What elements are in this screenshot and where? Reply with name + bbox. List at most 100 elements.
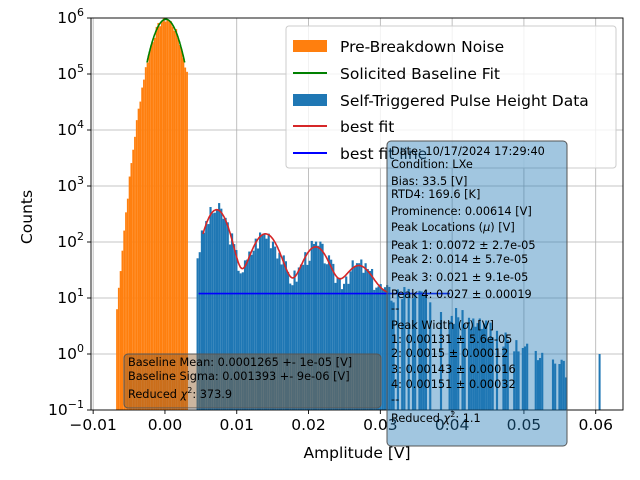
pulse-bar <box>200 230 203 410</box>
pulse-bar <box>452 323 455 410</box>
peak-locations-mu: μ <box>482 221 490 234</box>
pulse-bar <box>222 218 225 410</box>
pulse-bar <box>243 260 247 410</box>
fit-peak4-text: Peak 4: 0.027 ± 0.00019 <box>391 288 532 301</box>
pulse-bar <box>327 255 331 410</box>
pulse-bar <box>289 283 292 410</box>
legend-label-noise: Pre-Breakdown Noise <box>340 38 504 56</box>
pulse-bar <box>517 351 520 410</box>
pulse-bar <box>558 364 561 410</box>
noise-bar <box>134 136 136 410</box>
y-tick-exponent-7: 6 <box>77 6 84 19</box>
noise-bar <box>121 250 124 410</box>
noise-bar <box>117 287 120 410</box>
pulse-bar <box>252 250 255 410</box>
baseline-mean-text: Baseline Mean: 0.0001265 +- 1e-05 [V] <box>128 356 352 369</box>
pulse-bar <box>319 241 322 410</box>
noise-bar <box>119 271 122 410</box>
y-tick-exponent-2: 1 <box>77 286 84 299</box>
pulse-bar <box>334 282 337 410</box>
pulse-bar <box>377 286 380 410</box>
noise-bar <box>148 52 151 410</box>
noise-histogram <box>116 18 188 410</box>
plot-frame <box>90 17 624 411</box>
noise-bar <box>166 20 169 410</box>
y-tick-base-5: 10 <box>57 121 77 139</box>
baseline-chi-symbol: χ <box>180 388 189 401</box>
pulse-bar <box>325 264 328 410</box>
noise-bar <box>161 21 163 410</box>
pulse-bar <box>312 243 315 410</box>
y-tick-exponent-4: 3 <box>77 174 84 187</box>
pulse-bar <box>224 217 227 410</box>
pulse-bar <box>480 328 483 410</box>
legend-label-baseline-fit: Solicited Baseline Fit <box>340 65 500 83</box>
fit-chi-exponent: 2 <box>450 410 455 419</box>
pulse-bar <box>304 252 307 410</box>
y-tick-label-5: 104 <box>57 118 84 139</box>
noise-bar <box>177 37 179 410</box>
pulse-bar <box>310 240 313 410</box>
pulse-bar <box>317 245 320 410</box>
noise-bar <box>130 163 133 410</box>
pulse-bar <box>267 233 270 410</box>
peak-width-prefix: Peak Width ( <box>391 319 462 332</box>
noise-bar <box>186 71 188 410</box>
fit-peak1-text: Peak 1: 0.0072 ± 2.7e-05 <box>391 239 536 252</box>
noise-bar <box>182 58 185 410</box>
pulse-bar <box>523 346 527 410</box>
y-tick-base-0: 10 <box>48 401 68 419</box>
noise-bar <box>125 212 127 410</box>
y-tick-base-7: 10 <box>57 9 77 27</box>
pulse-bar <box>485 320 488 410</box>
noise-bar <box>171 26 174 410</box>
noise-bar <box>123 230 126 410</box>
fit-separator-1: -- <box>391 302 399 315</box>
baseline-reduced-value: : 373.9 <box>192 388 232 401</box>
pulse-bar <box>256 248 259 410</box>
baseline-reduced-prefix: Reduced <box>128 388 181 401</box>
pulse-bar <box>246 259 249 410</box>
y-tick-label-1: 100 <box>57 342 84 363</box>
pulse-bar <box>349 271 352 410</box>
pulse-bar <box>302 264 305 410</box>
noise-bar <box>150 45 153 410</box>
pulse-bar <box>271 241 275 410</box>
pulse-bar <box>215 210 219 410</box>
pulse-bar <box>422 294 425 410</box>
pulse-bar <box>388 286 391 410</box>
pulse-bar <box>353 266 356 410</box>
pulse-bar <box>360 259 363 410</box>
pulse-bar <box>293 270 296 410</box>
legend: Pre-Breakdown Noise Solicited Baseline F… <box>285 25 617 169</box>
fit-reduced-chi2-text: Reduced χ2: 1.1 <box>391 410 481 425</box>
pulse-bar <box>554 363 557 410</box>
fit-width1-text: 1: 0.00131 ± 5.6e-05 <box>391 333 512 346</box>
pulse-bar <box>237 270 240 410</box>
noise-bar <box>139 101 142 410</box>
baseline-sigma-text: Baseline Sigma: 0.001393 +- 9e-06 [V] <box>128 370 350 383</box>
y-tick-base-2: 10 <box>57 289 77 307</box>
pulse-bar <box>414 293 417 410</box>
pulse-bar <box>551 359 555 410</box>
pulse-bar <box>478 318 481 410</box>
peak-locations-suffix: ) [V] <box>490 221 515 234</box>
legend-frame <box>285 25 617 169</box>
pulse-bar <box>315 241 318 410</box>
fit-width3-text: 3: 0.00143 ± 0.00016 <box>391 363 516 376</box>
y-tick-label-2: 101 <box>57 286 84 307</box>
fit-separator-2: -- <box>391 393 399 406</box>
pulse-bar <box>381 289 384 410</box>
peak-width-suffix: ) [V] <box>469 319 494 332</box>
legend-label-best-fit-line: best fit line <box>340 145 427 163</box>
pulse-bar <box>231 233 234 410</box>
x-tick-label-3: 0.02 <box>291 416 326 434</box>
pulse-bar <box>539 357 542 410</box>
noise-bar <box>155 26 158 410</box>
noise-bar <box>152 42 154 410</box>
pulse-bar <box>502 346 505 410</box>
fit-condition-text: Condition: LXe <box>391 158 473 171</box>
pulse-bar <box>364 263 367 410</box>
pulse-bar <box>306 264 309 410</box>
